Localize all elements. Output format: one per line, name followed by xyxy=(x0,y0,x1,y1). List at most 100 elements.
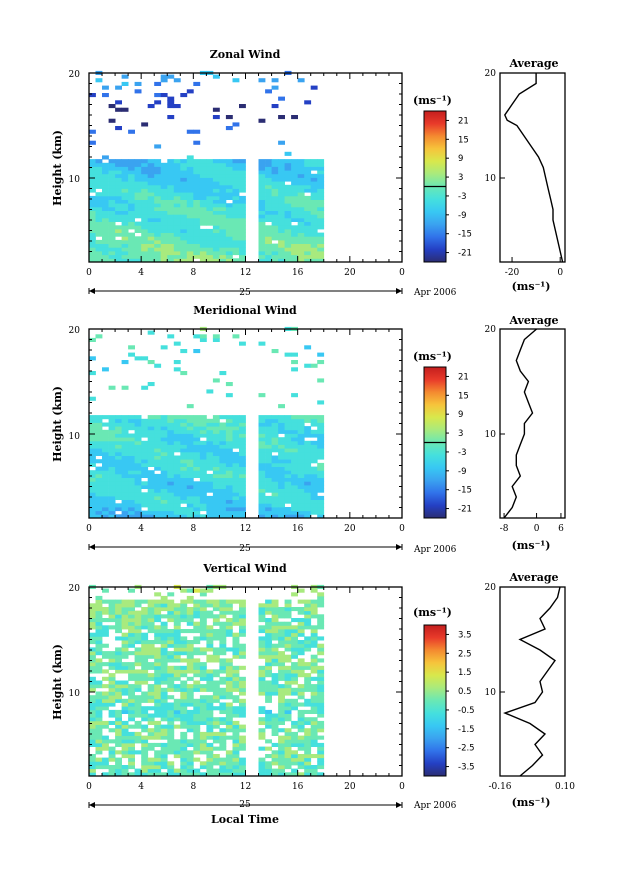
heatmap-cell xyxy=(128,499,135,504)
heatmap-cell xyxy=(278,243,285,248)
heatmap-cell xyxy=(317,750,325,755)
heatmap-cell xyxy=(265,225,272,230)
heatmap-cell xyxy=(265,437,272,442)
heatmap-cell xyxy=(134,477,142,482)
heatmap-cell xyxy=(193,210,201,215)
heatmap-cell xyxy=(154,625,162,630)
heatmap-cell xyxy=(278,676,285,681)
heatmap-cell xyxy=(199,621,207,626)
heatmap-cell xyxy=(102,93,109,98)
heatmap-cell xyxy=(115,665,122,670)
heatmap-cell xyxy=(284,437,292,442)
heatmap-cell xyxy=(206,588,214,593)
heatmap-cell xyxy=(278,251,285,256)
heatmap-cell xyxy=(147,221,155,226)
heatmap-cell xyxy=(154,735,162,740)
heatmap-cell xyxy=(147,488,155,493)
heatmap-cell xyxy=(89,768,96,773)
heatmap-cell xyxy=(95,225,103,230)
heatmap-cell xyxy=(239,470,246,475)
heatmap-cell xyxy=(108,680,116,685)
y-tick-label: 10 xyxy=(69,175,81,185)
heatmap-cell xyxy=(284,514,292,519)
heatmap-cell xyxy=(141,698,149,703)
heatmap-cell xyxy=(173,422,181,427)
heatmap-cell xyxy=(225,243,233,248)
heatmap-cell xyxy=(271,477,279,482)
profile-frame xyxy=(499,586,566,777)
heatmap-cell xyxy=(232,459,240,464)
heatmap-cell xyxy=(297,228,305,233)
heatmap-cell xyxy=(291,510,298,515)
heatmap-cell xyxy=(115,658,122,663)
heatmap-cell xyxy=(284,184,292,189)
heatmap-cell xyxy=(310,702,318,707)
heatmap-cell xyxy=(212,503,220,508)
heatmap-cell xyxy=(265,210,272,215)
heatmap-cell xyxy=(121,481,129,486)
heatmap-cell xyxy=(297,477,305,482)
heatmap-cell xyxy=(278,654,285,659)
heatmap-cell xyxy=(180,684,188,689)
heatmap-cell xyxy=(173,236,181,241)
colorbar-unit: (ms⁻¹) xyxy=(413,94,452,107)
heatmap-cell xyxy=(258,214,266,219)
heatmap-cell xyxy=(134,510,142,515)
heatmap-cell xyxy=(160,724,168,729)
heatmap-cell xyxy=(265,713,272,718)
heatmap-cell xyxy=(206,162,214,167)
heatmap-cell xyxy=(108,170,116,175)
heatmap-cell xyxy=(128,206,135,211)
heatmap-cell xyxy=(206,713,214,718)
heatmap-cell xyxy=(265,698,272,703)
heatmap-cell xyxy=(95,481,103,486)
heatmap-cell xyxy=(239,203,246,208)
heatmap-cell xyxy=(225,665,233,670)
heatmap-cell xyxy=(128,754,135,759)
heatmap-cell xyxy=(89,676,96,681)
heatmap-cell xyxy=(265,636,272,641)
heatmap-cell xyxy=(225,772,233,777)
heatmap-cell xyxy=(317,188,325,193)
heatmap-cell xyxy=(212,251,220,256)
heatmap-cell xyxy=(212,459,220,464)
heatmap-cell xyxy=(160,192,168,197)
heatmap-cell xyxy=(297,757,305,762)
heatmap-cell xyxy=(212,448,220,453)
heatmap-cell xyxy=(180,210,188,215)
heatmap-cell xyxy=(225,159,233,164)
heatmap-cell xyxy=(141,247,149,252)
heatmap-cell xyxy=(167,610,175,615)
heatmap-cell xyxy=(102,698,109,703)
heatmap-cell xyxy=(271,440,279,445)
heatmap-cell xyxy=(167,415,175,420)
heatmap-cell xyxy=(304,761,312,766)
heatmap-cell xyxy=(141,236,149,241)
heatmap-cell xyxy=(212,687,220,692)
heatmap-cell xyxy=(278,768,285,773)
heatmap-cell xyxy=(141,492,149,497)
heatmap-cell xyxy=(199,507,207,512)
heatmap-cell xyxy=(304,610,312,615)
heatmap-cell xyxy=(115,199,122,204)
heatmap-cell xyxy=(167,607,175,612)
heatmap-cell xyxy=(199,702,207,707)
heatmap-cell xyxy=(134,603,142,608)
heatmap-cell xyxy=(167,243,175,248)
heatmap-cell xyxy=(180,717,188,722)
heatmap-cell xyxy=(121,709,129,714)
heatmap-cell xyxy=(291,451,298,456)
heatmap-cell xyxy=(186,129,194,134)
heatmap-cell xyxy=(193,680,201,685)
heatmap-cell xyxy=(278,684,285,689)
heatmap-cell xyxy=(284,640,292,645)
heatmap-cell xyxy=(317,214,325,219)
heatmap-cell xyxy=(134,243,142,248)
heatmap-cell xyxy=(206,765,214,770)
heatmap-cell xyxy=(173,181,181,186)
heatmap-cell xyxy=(186,687,194,692)
heatmap-cell xyxy=(297,232,305,237)
heatmap-cell xyxy=(310,728,318,733)
heatmap-cell xyxy=(291,720,298,725)
heatmap-cell xyxy=(317,415,325,420)
